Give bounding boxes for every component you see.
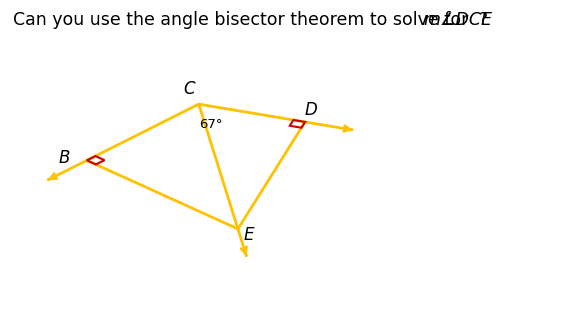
Text: D: D	[304, 100, 317, 119]
Text: C: C	[183, 80, 195, 98]
Text: 67°: 67°	[199, 118, 222, 131]
Text: B: B	[59, 149, 70, 167]
Text: Can you use the angle bisector theorem to solve for: Can you use the angle bisector theorem t…	[13, 11, 473, 29]
Text: m∠DCE: m∠DCE	[424, 11, 493, 29]
Text: E: E	[244, 226, 254, 244]
Text: ?: ?	[478, 11, 488, 29]
